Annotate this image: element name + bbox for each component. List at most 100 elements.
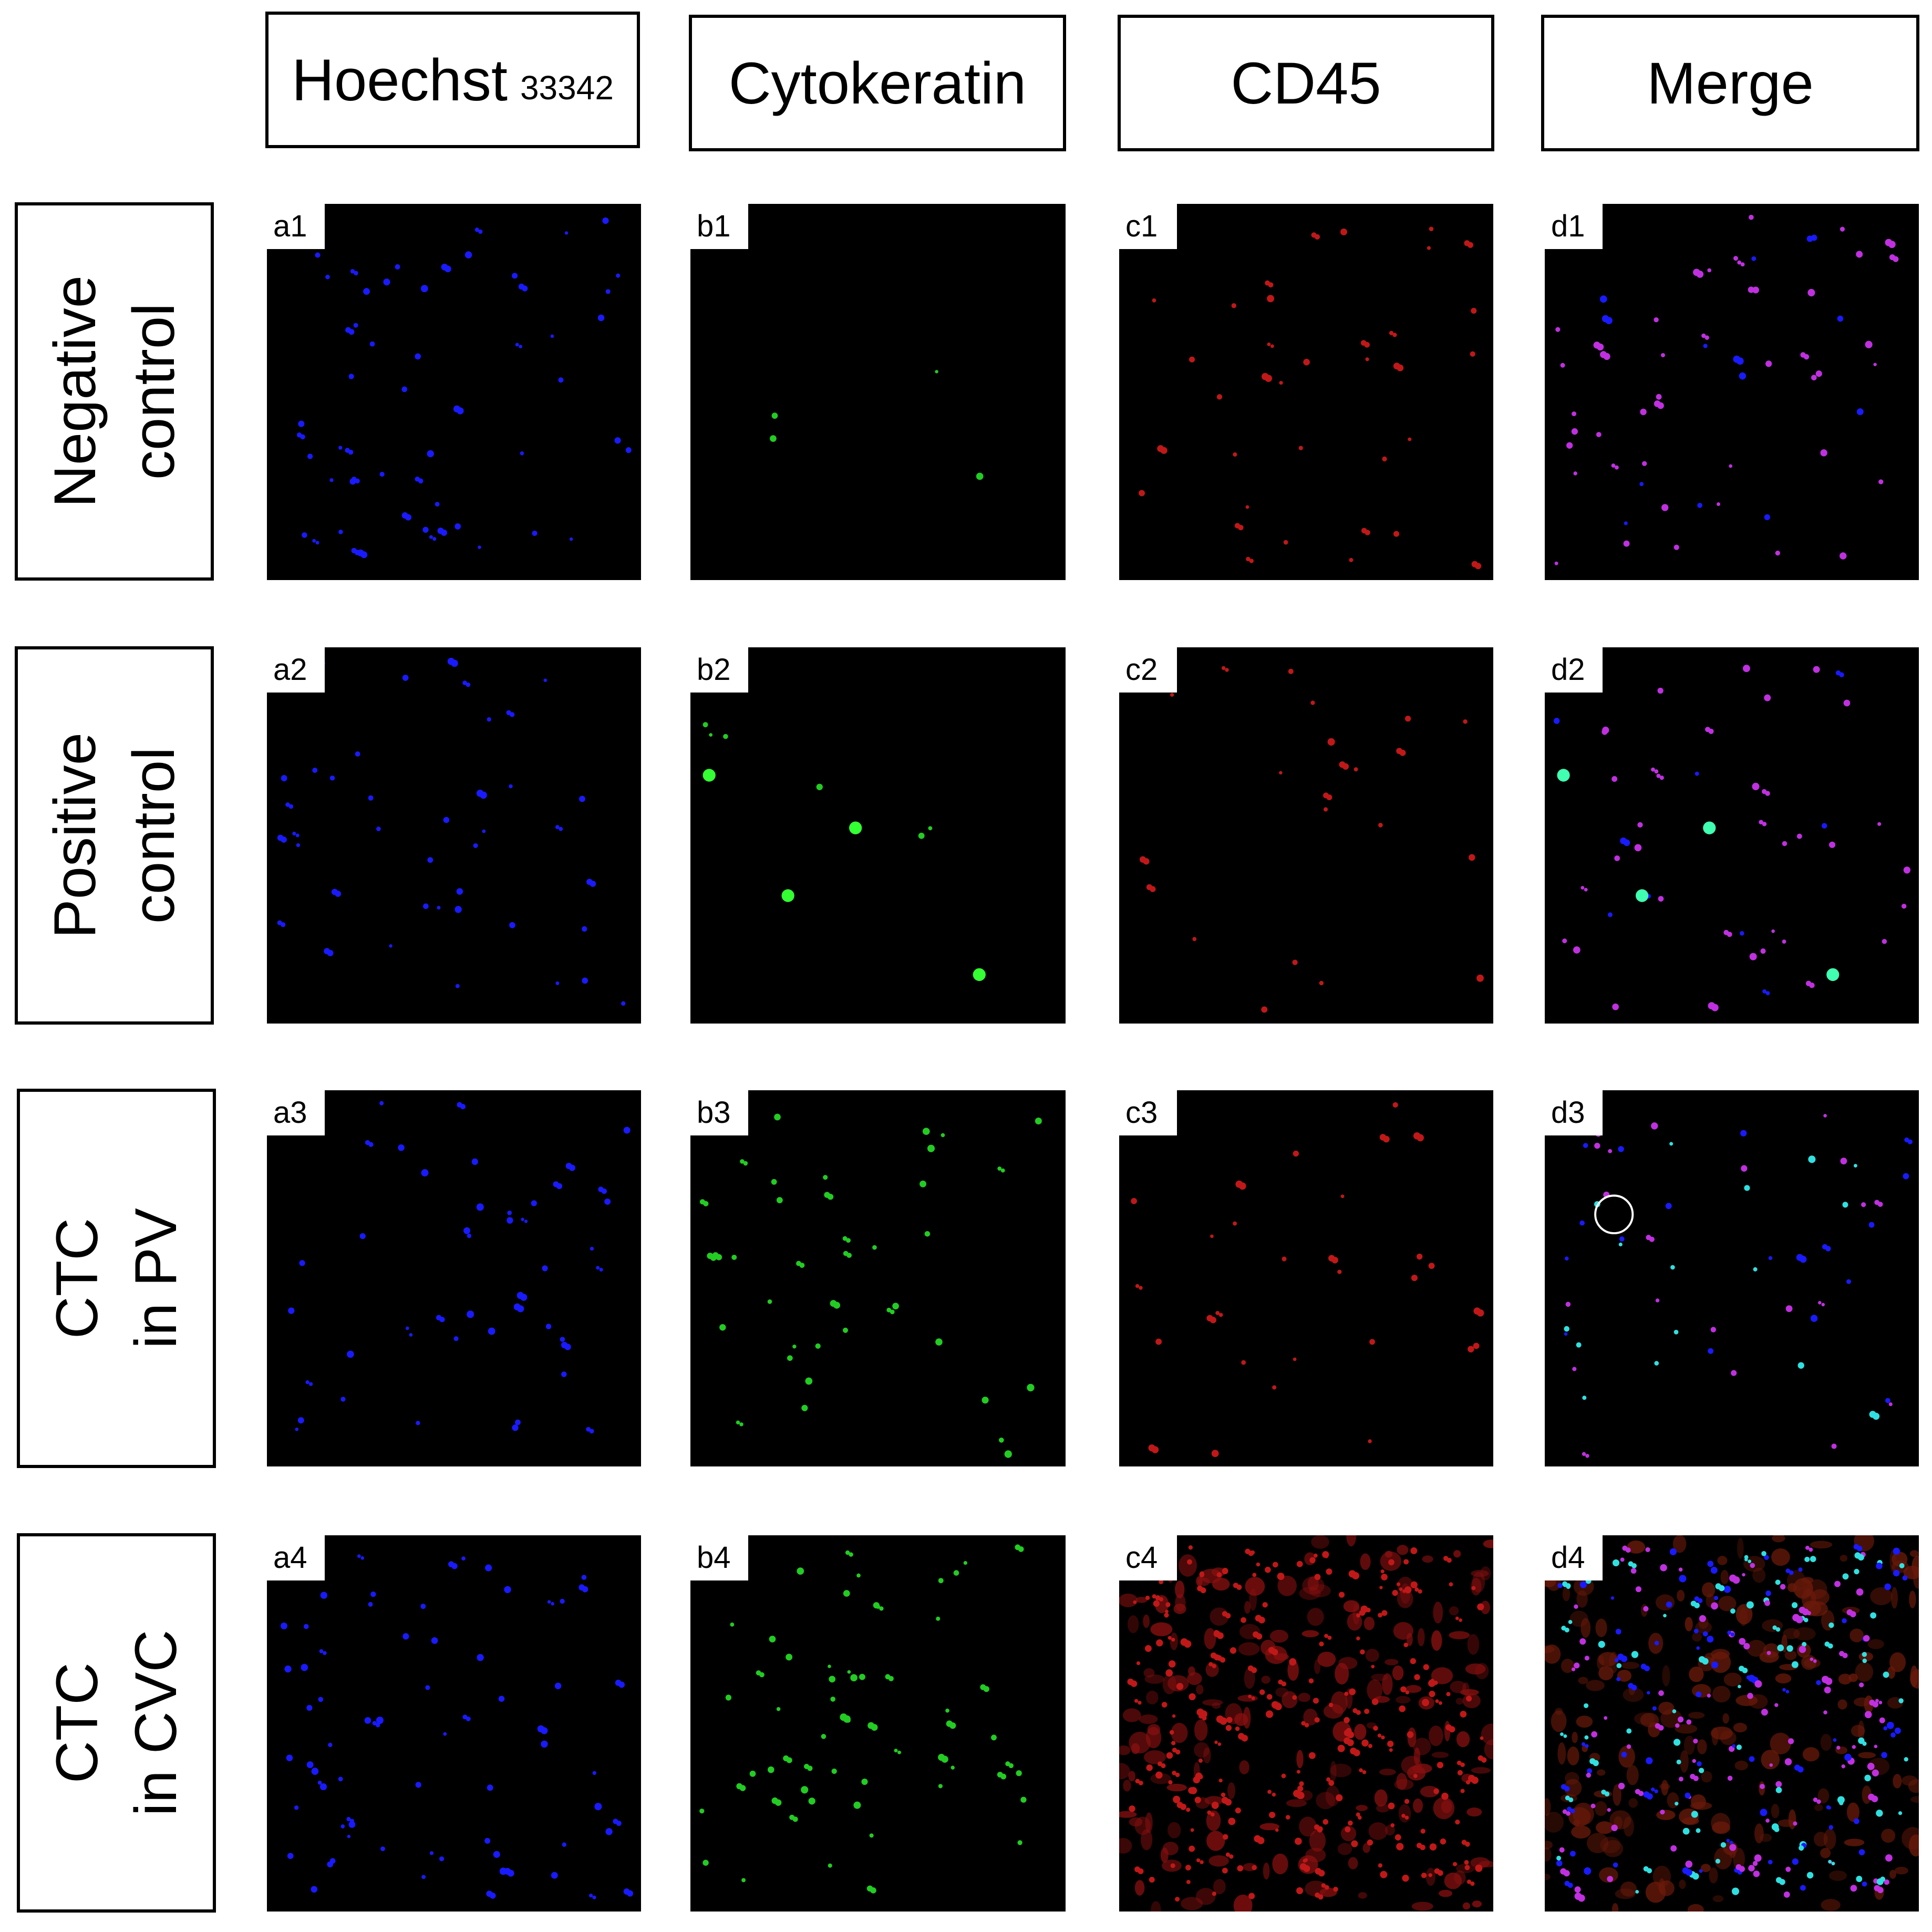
cell — [1800, 1256, 1807, 1263]
background-haze — [1754, 1823, 1764, 1844]
background-haze — [1908, 1834, 1919, 1857]
cell — [1392, 333, 1397, 337]
cell — [1795, 1616, 1803, 1624]
cell — [564, 1344, 571, 1350]
cell — [1269, 1812, 1276, 1819]
cell — [829, 1676, 836, 1683]
cell — [1303, 1865, 1310, 1872]
micrograph-b4: b4 — [690, 1535, 1066, 1912]
cell — [1579, 1220, 1585, 1226]
background-haze — [1717, 1556, 1728, 1565]
cell — [1572, 1367, 1577, 1371]
cell — [1564, 1786, 1570, 1792]
background-haze — [1376, 1804, 1390, 1813]
cell — [355, 751, 360, 757]
cell — [1135, 1284, 1140, 1288]
cell — [1308, 1752, 1316, 1759]
cell — [1202, 1716, 1207, 1721]
background-haze — [1471, 1767, 1491, 1774]
cell — [1821, 1303, 1825, 1307]
cell — [1136, 1661, 1141, 1666]
background-haze — [1551, 1710, 1567, 1732]
background-haze — [1658, 1878, 1665, 1894]
cell — [1225, 1613, 1231, 1619]
cell — [1420, 1844, 1425, 1851]
cell — [1267, 1790, 1272, 1794]
cell — [335, 891, 342, 897]
cell — [1831, 1443, 1837, 1449]
background-haze — [1143, 1614, 1150, 1628]
panel-label: b3 — [690, 1090, 748, 1135]
cell — [305, 1380, 309, 1385]
cell — [1277, 1573, 1285, 1580]
cell — [1321, 1883, 1326, 1888]
cell — [1331, 1256, 1338, 1264]
cell — [1318, 1869, 1325, 1877]
cell — [1212, 1892, 1216, 1896]
background-haze — [1680, 1750, 1689, 1773]
background-haze — [1244, 1667, 1255, 1689]
cell — [560, 1337, 565, 1342]
cell — [1215, 1311, 1220, 1315]
cell — [1020, 1796, 1027, 1803]
background-haze — [1889, 1869, 1896, 1879]
cell — [517, 1305, 524, 1313]
background-haze — [1786, 1570, 1806, 1592]
background-haze — [1687, 1904, 1704, 1912]
cell — [338, 446, 343, 450]
column-header-hoechst: Hoechst 33342 — [265, 12, 640, 148]
cell — [1743, 1642, 1750, 1650]
cell — [1139, 490, 1145, 497]
cell — [405, 514, 412, 521]
cell — [1631, 1685, 1637, 1691]
cell — [1618, 1782, 1625, 1790]
background-haze — [1175, 1580, 1185, 1599]
cell — [1604, 1716, 1608, 1720]
cell — [1676, 1759, 1681, 1764]
cell — [1155, 1338, 1162, 1345]
cell — [1565, 1301, 1571, 1307]
background-haze — [1720, 1730, 1737, 1745]
cell — [1816, 1799, 1821, 1804]
cell — [1176, 1682, 1184, 1690]
cell — [1583, 1143, 1588, 1148]
cell — [1828, 1825, 1833, 1830]
cell — [1337, 1269, 1342, 1274]
cell — [1354, 767, 1358, 772]
cell — [625, 447, 632, 453]
cell — [1742, 665, 1750, 673]
cell — [1874, 1744, 1878, 1749]
background-haze — [1576, 1716, 1593, 1728]
cell — [1258, 1616, 1265, 1624]
cell — [770, 435, 777, 442]
background-haze — [1422, 1555, 1433, 1563]
cell — [1651, 1122, 1658, 1130]
background-haze — [1771, 1804, 1780, 1819]
background-haze — [1299, 1816, 1317, 1837]
cell — [395, 264, 400, 270]
background-haze — [1817, 1788, 1830, 1804]
background-haze — [1194, 1742, 1210, 1758]
background-haze — [1714, 1847, 1732, 1869]
cell — [821, 1734, 826, 1739]
background-haze — [1343, 1600, 1360, 1613]
cell — [1645, 1547, 1650, 1553]
cell — [1685, 1792, 1691, 1799]
cell — [1612, 1559, 1620, 1566]
background-haze — [1828, 1870, 1847, 1881]
cell — [1797, 1766, 1804, 1773]
cell — [487, 717, 491, 722]
cell — [699, 1809, 705, 1814]
cell — [1901, 903, 1907, 909]
cell — [1211, 1450, 1219, 1458]
cell — [1241, 1360, 1246, 1365]
cell — [1842, 1202, 1848, 1208]
cell — [1340, 1194, 1345, 1199]
cell — [1381, 1610, 1388, 1616]
cell — [1563, 1734, 1567, 1738]
cell — [1864, 1711, 1872, 1719]
cell — [480, 791, 487, 799]
cell — [1256, 1562, 1261, 1567]
cell — [1161, 1763, 1166, 1769]
background-haze — [1212, 1577, 1230, 1591]
